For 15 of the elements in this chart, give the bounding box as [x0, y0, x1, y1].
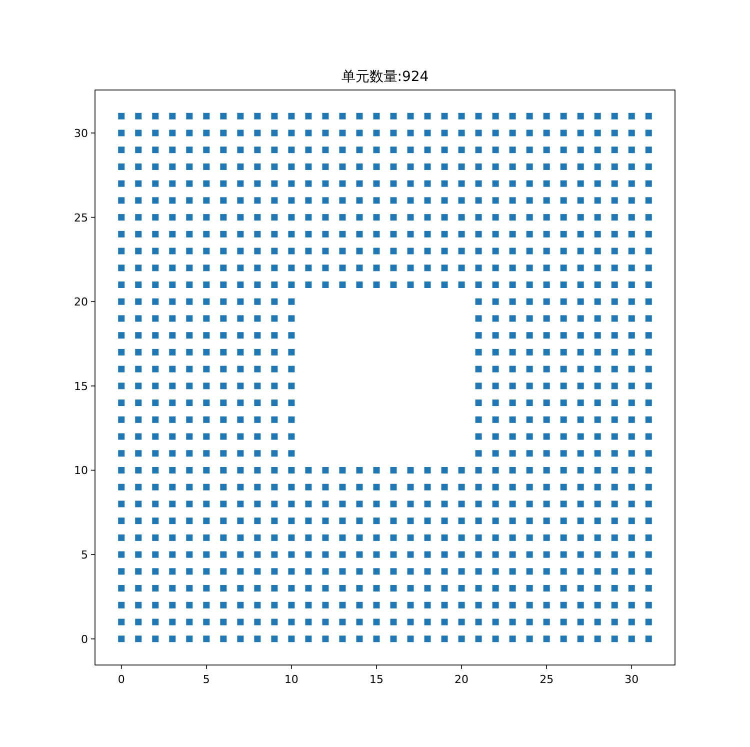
y-tick-label: 25 — [74, 211, 88, 224]
x-tick-label: 5 — [202, 673, 210, 686]
y-tick-label: 15 — [74, 380, 88, 393]
x-tick-label: 0 — [118, 673, 125, 686]
y-tick-label: 0 — [81, 632, 88, 646]
y-tick-label: 10 — [74, 464, 88, 478]
y-tick-label: 20 — [74, 296, 88, 309]
x-tick-label: 15 — [369, 673, 384, 686]
y-tick-label: 5 — [81, 548, 88, 562]
chart-title: 单元数量:924 — [341, 69, 429, 85]
y-tick-label: 30 — [74, 127, 88, 140]
x-tick-label: 10 — [284, 673, 298, 686]
x-tick-label: 20 — [454, 673, 469, 686]
x-tick-label: 25 — [540, 673, 554, 686]
x-tick-label: 30 — [624, 673, 639, 686]
